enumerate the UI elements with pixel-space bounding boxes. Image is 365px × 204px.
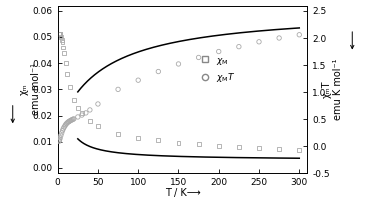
Point bbox=[71, 117, 77, 121]
Point bbox=[66, 120, 72, 123]
Point bbox=[87, 119, 93, 122]
Legend: $\chi_{\mathregular{M}}$, $\chi_{\mathregular{M}}T$: $\chi_{\mathregular{M}}$, $\chi_{\mathre… bbox=[192, 52, 239, 88]
Point bbox=[69, 119, 74, 122]
Point bbox=[59, 41, 65, 44]
Point bbox=[58, 35, 64, 39]
Point bbox=[135, 136, 141, 140]
X-axis label: T / K⟶: T / K⟶ bbox=[165, 188, 200, 198]
Point bbox=[95, 102, 101, 106]
Point bbox=[57, 33, 63, 36]
Point bbox=[79, 113, 85, 117]
Point bbox=[196, 143, 201, 146]
Y-axis label: χₘ
emu mol⁻¹: χₘ emu mol⁻¹ bbox=[19, 63, 41, 115]
Point bbox=[70, 118, 76, 121]
Y-axis label: χₘT
emu K mol⁻¹: χₘT emu K mol⁻¹ bbox=[322, 59, 343, 120]
Point bbox=[155, 70, 161, 73]
Point bbox=[71, 98, 77, 101]
Point bbox=[75, 115, 81, 119]
Point bbox=[57, 138, 63, 141]
Point bbox=[63, 62, 69, 65]
Point bbox=[83, 111, 89, 114]
Point bbox=[69, 118, 75, 121]
Point bbox=[256, 147, 262, 150]
Point bbox=[56, 33, 62, 36]
Point bbox=[59, 38, 65, 41]
Point bbox=[176, 141, 181, 145]
Point bbox=[155, 139, 161, 142]
Point bbox=[296, 33, 302, 36]
Point bbox=[61, 125, 67, 129]
Point bbox=[60, 46, 66, 49]
Point bbox=[63, 123, 69, 126]
Point bbox=[196, 56, 201, 59]
Point bbox=[59, 129, 65, 132]
Point bbox=[216, 144, 222, 147]
Point bbox=[236, 45, 242, 48]
Point bbox=[176, 62, 181, 66]
Point bbox=[64, 72, 70, 75]
Point bbox=[115, 88, 121, 91]
Point bbox=[65, 120, 71, 124]
Point bbox=[58, 134, 64, 137]
Point bbox=[256, 40, 262, 43]
Point bbox=[61, 51, 67, 54]
Point bbox=[95, 124, 101, 128]
Point bbox=[87, 108, 93, 112]
Point bbox=[56, 140, 62, 143]
Point bbox=[59, 131, 65, 135]
Point bbox=[236, 145, 242, 149]
Point bbox=[57, 33, 63, 36]
Point bbox=[64, 122, 69, 125]
Point bbox=[56, 139, 62, 142]
Point bbox=[75, 106, 81, 109]
Point bbox=[276, 147, 282, 151]
Point bbox=[60, 127, 66, 130]
Point bbox=[115, 132, 121, 135]
Point bbox=[67, 85, 73, 88]
Point bbox=[79, 111, 85, 115]
Point bbox=[64, 121, 70, 124]
Point bbox=[216, 50, 222, 53]
Point bbox=[56, 33, 62, 36]
Point bbox=[67, 119, 73, 123]
Point bbox=[276, 36, 282, 40]
Point bbox=[57, 136, 63, 140]
Point bbox=[135, 79, 141, 82]
Point bbox=[68, 119, 73, 122]
Point bbox=[296, 149, 302, 152]
Point bbox=[62, 124, 68, 128]
